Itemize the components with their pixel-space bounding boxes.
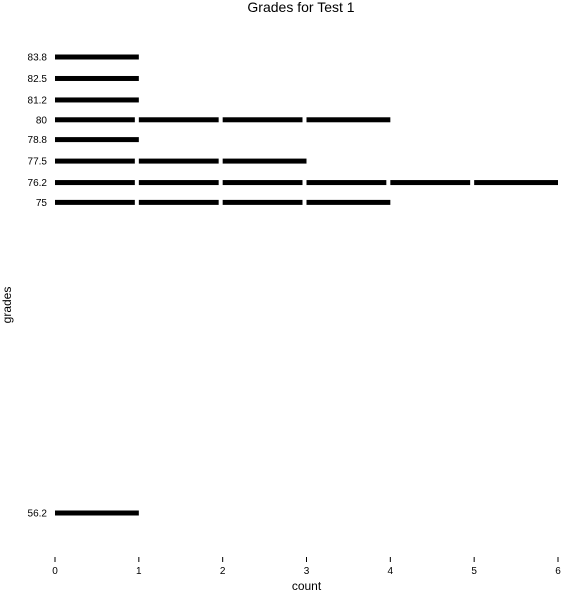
bar-segment: [55, 158, 135, 164]
y-tick-label: 80: [36, 115, 48, 126]
bar-segment: [222, 117, 303, 123]
bar-segment: [138, 117, 219, 123]
bar-segment: [55, 97, 139, 103]
x-tick-label: 0: [52, 566, 58, 577]
chart-title: Grades for Test 1: [247, 0, 354, 15]
bar-segment: [222, 180, 303, 186]
bar-segment: [55, 117, 135, 123]
bars: [55, 54, 558, 516]
y-tick-label: 78.8: [28, 135, 48, 146]
bar-segment: [138, 158, 219, 164]
x-axis-ticks: 0 1 2 3 4 5 6: [52, 557, 561, 577]
y-tick-label: 75: [36, 198, 48, 209]
bar-segment: [55, 510, 139, 516]
y-tick-label: 83.8: [28, 53, 48, 64]
y-tick-label: 77.5: [28, 157, 48, 168]
x-tick-label: 2: [220, 566, 226, 577]
bar-segment: [306, 180, 387, 186]
y-tick-label: 56.2: [28, 509, 48, 520]
y-tick-label: 76.2: [28, 178, 48, 189]
bar-segment: [306, 199, 391, 205]
bar-segment: [55, 137, 139, 143]
y-axis-label: grades: [0, 287, 14, 324]
y-tick-labels: 56.2 75 76.2 77.5 78.8 80 81.2 82.5 83.8: [28, 53, 48, 520]
x-tick-label: 3: [304, 566, 310, 577]
x-tick-label: 1: [136, 566, 142, 577]
bar-segment: [390, 180, 471, 186]
x-tick-label: 5: [471, 566, 477, 577]
x-axis-label: count: [292, 579, 322, 590]
bar-segment: [138, 199, 219, 205]
bar-segment: [55, 75, 139, 81]
x-tick-label: 6: [555, 566, 561, 577]
bar-segment: [306, 117, 391, 123]
y-tick-label: 82.5: [28, 74, 48, 85]
x-tick-label: 4: [388, 566, 394, 577]
bar-segment: [138, 180, 219, 186]
bar-segment: [222, 199, 303, 205]
bar-segment: [55, 180, 135, 186]
y-tick-label: 81.2: [28, 95, 48, 106]
bar-segment: [474, 180, 558, 186]
bar-segment: [55, 199, 135, 205]
bar-segment: [55, 54, 139, 60]
bar-segment: [222, 158, 307, 164]
